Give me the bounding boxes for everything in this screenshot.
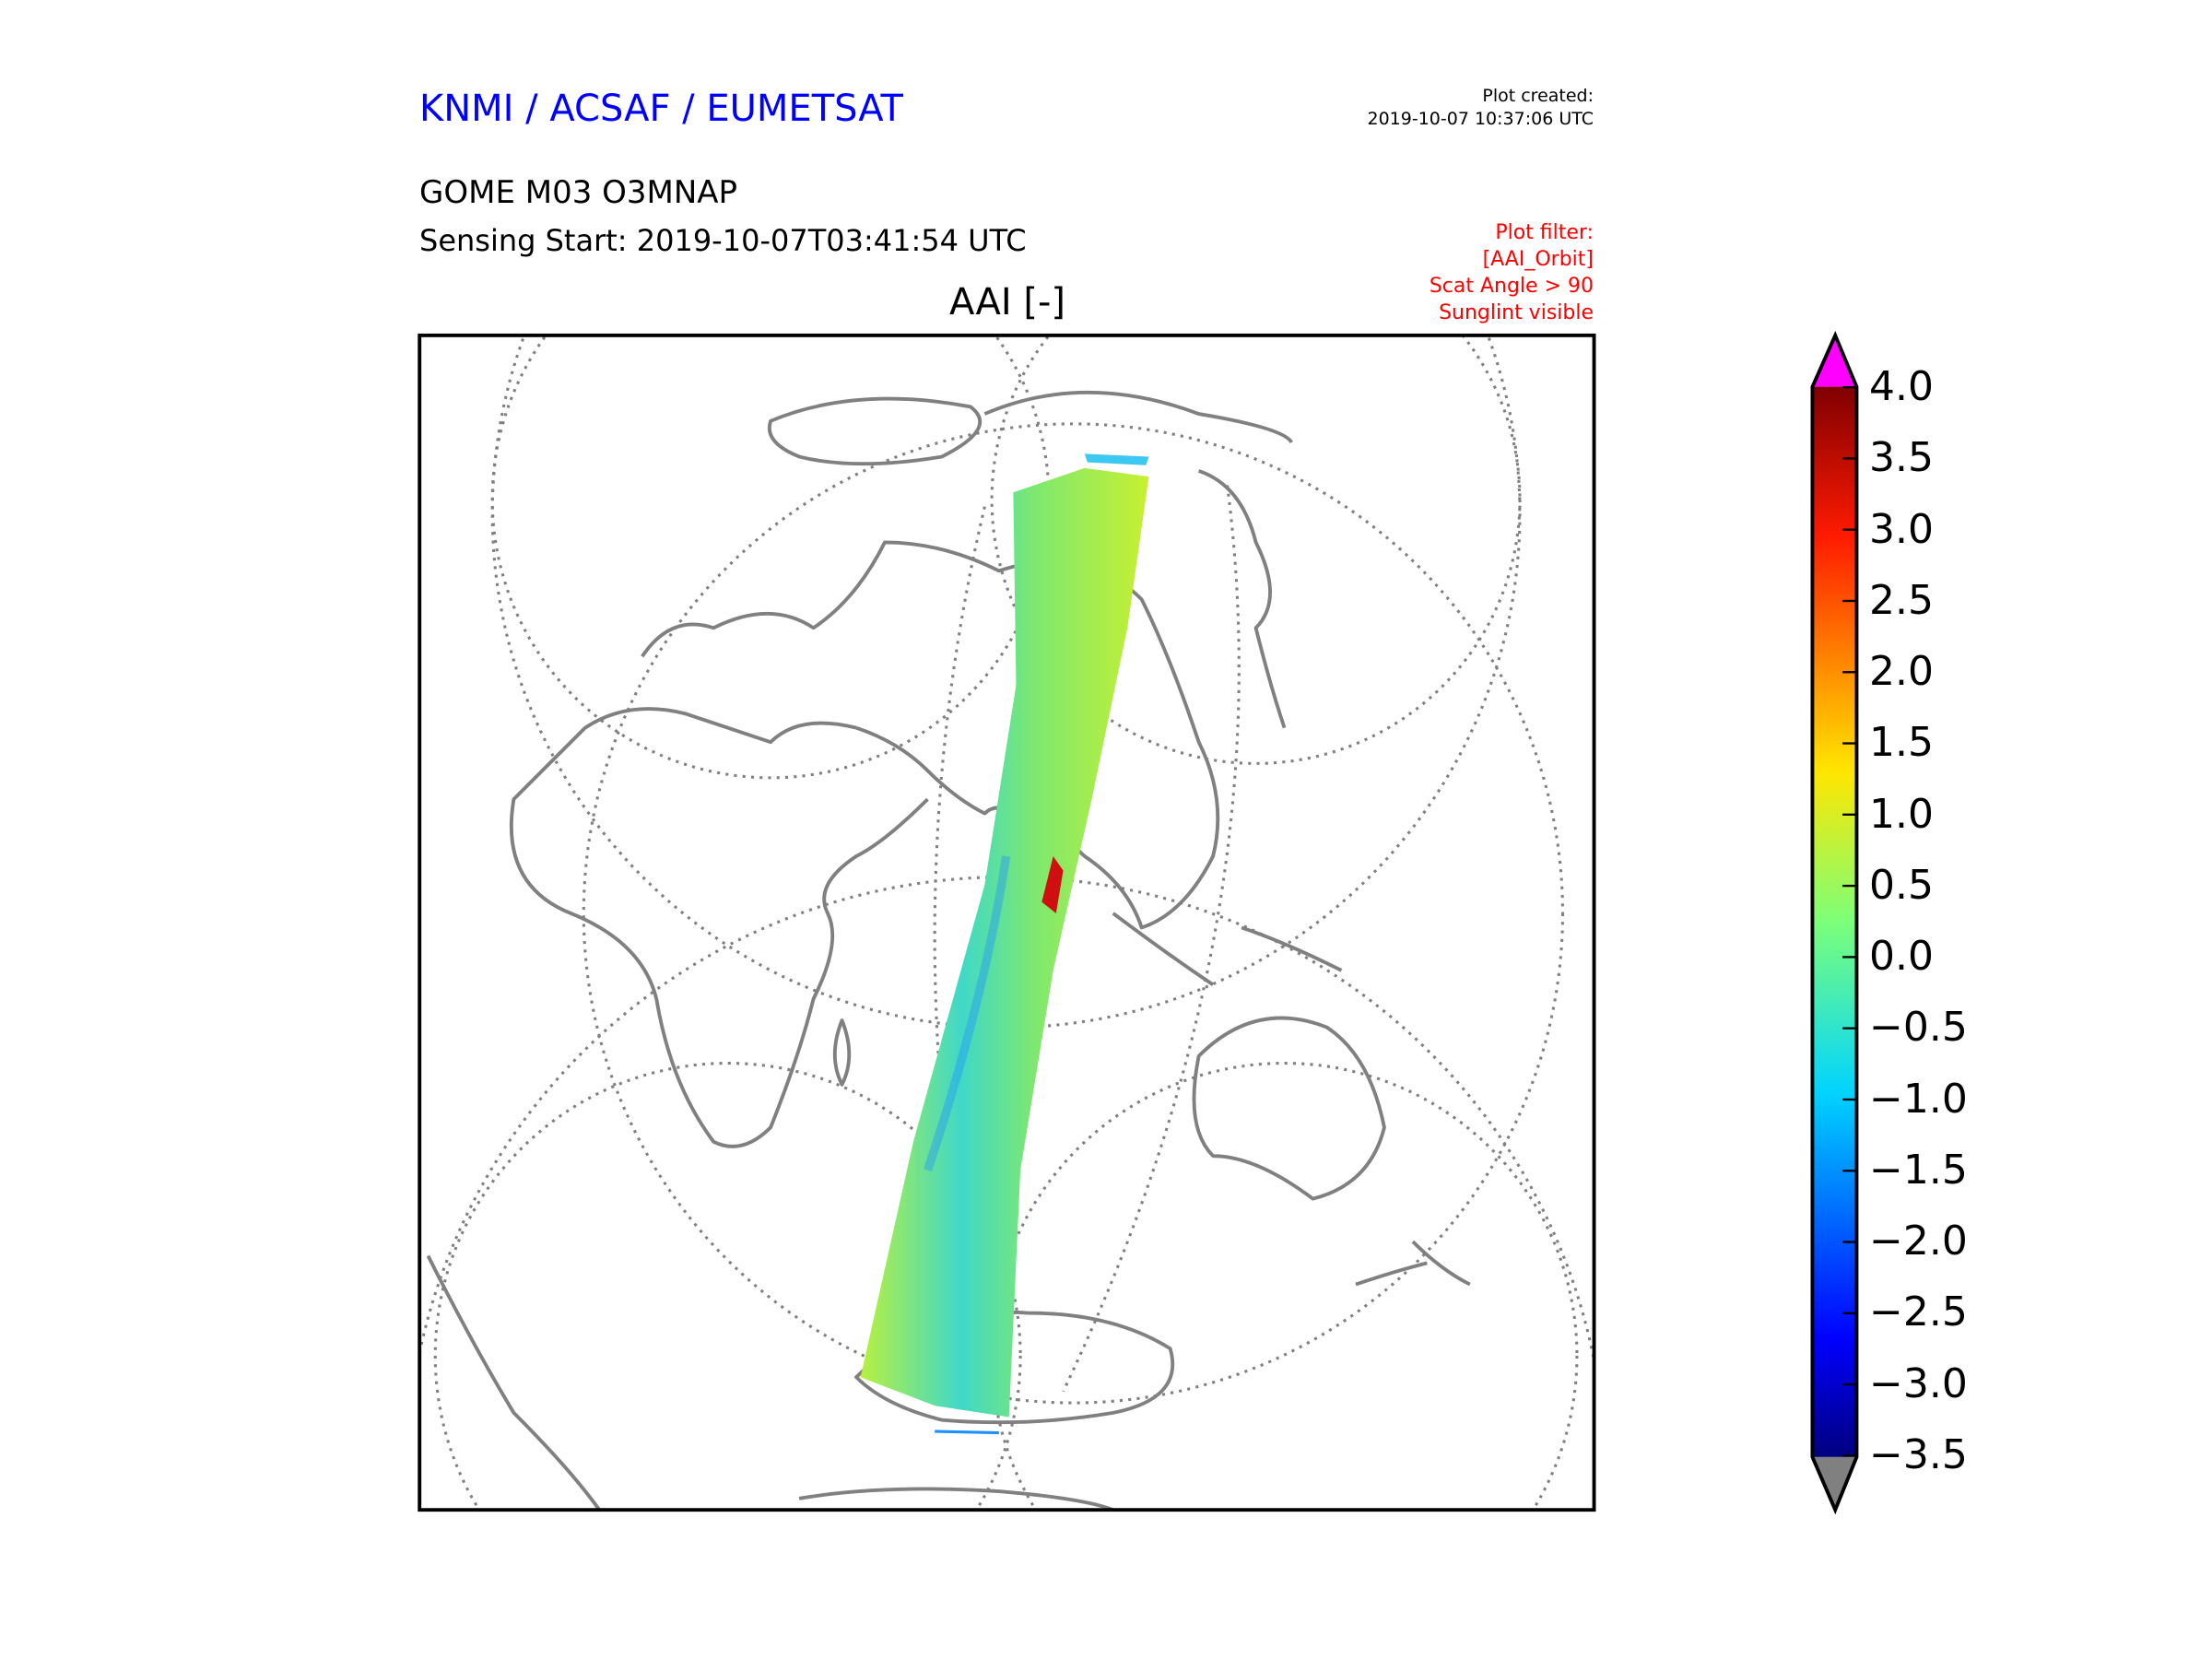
swath-low-band	[924, 855, 1011, 1172]
product-name: GOME M03 O3MNAP	[419, 174, 738, 211]
filter-line: Scat Angle > 90	[1429, 275, 1594, 299]
colorbar-tick-label: −1.0	[1869, 1075, 1968, 1123]
colorbar-tick-label: 3.5	[1869, 434, 1934, 482]
colorbar-outline	[1810, 330, 1859, 1515]
created-label: Plot created:	[1482, 86, 1594, 106]
colorbar-tick-label: −0.5	[1869, 1004, 1968, 1052]
colorbar-tick-label: 3.0	[1869, 505, 1934, 553]
plot-title: AAI [-]	[949, 281, 1065, 324]
colorbar-tick-label: −2.5	[1869, 1288, 1968, 1336]
colorbar-tick-label: 0.0	[1869, 933, 1934, 981]
created-time: 2019-10-07 10:37:06 UTC	[1367, 108, 1594, 129]
colorbar-tick-label: 0.5	[1869, 861, 1934, 909]
colorbar-tick-label: −2.0	[1869, 1218, 1968, 1265]
organization-title: KNMI / ACSAF / EUMETSAT	[419, 88, 903, 130]
colorbar-tick-label: 1.5	[1869, 719, 1934, 767]
plot-filter: Plot filter: [AAI_Orbit] Scat Angle > 90…	[1430, 219, 1594, 326]
colorbar-tick-label: 2.0	[1869, 648, 1934, 696]
plot-created: Plot created: 2019-10-07 10:37:06 UTC	[1368, 85, 1594, 130]
aai-swath	[860, 467, 1149, 1418]
map-area	[419, 335, 1594, 1511]
colorbar-tick-label: 2.5	[1869, 576, 1934, 624]
aai-hotspot	[1041, 856, 1064, 913]
swath-top-fragment	[1084, 453, 1149, 465]
colorbar-tick-label: −3.0	[1869, 1359, 1968, 1407]
colorbar-over-extension	[1812, 335, 1857, 387]
swath-bottom-fragment	[935, 1430, 999, 1435]
colorbar-under-extension	[1812, 1456, 1857, 1511]
colorbar-tick-label: 4.0	[1869, 363, 1934, 410]
colorbar-gradient	[1812, 386, 1857, 1457]
filter-line: Plot filter:	[1495, 221, 1594, 244]
filter-line: Sunglint visible	[1439, 301, 1594, 325]
colorbar	[1810, 330, 1859, 1515]
map-frame	[418, 333, 1596, 1512]
colorbar-tick-label: −1.5	[1869, 1146, 1968, 1194]
colorbar-tick-label: 1.0	[1869, 790, 1934, 838]
filter-line: [AAI_Orbit]	[1482, 248, 1594, 272]
colorbar-tick-label: −3.5	[1869, 1431, 1968, 1478]
sensing-start: Sensing Start: 2019-10-07T03:41:54 UTC	[419, 223, 1027, 258]
